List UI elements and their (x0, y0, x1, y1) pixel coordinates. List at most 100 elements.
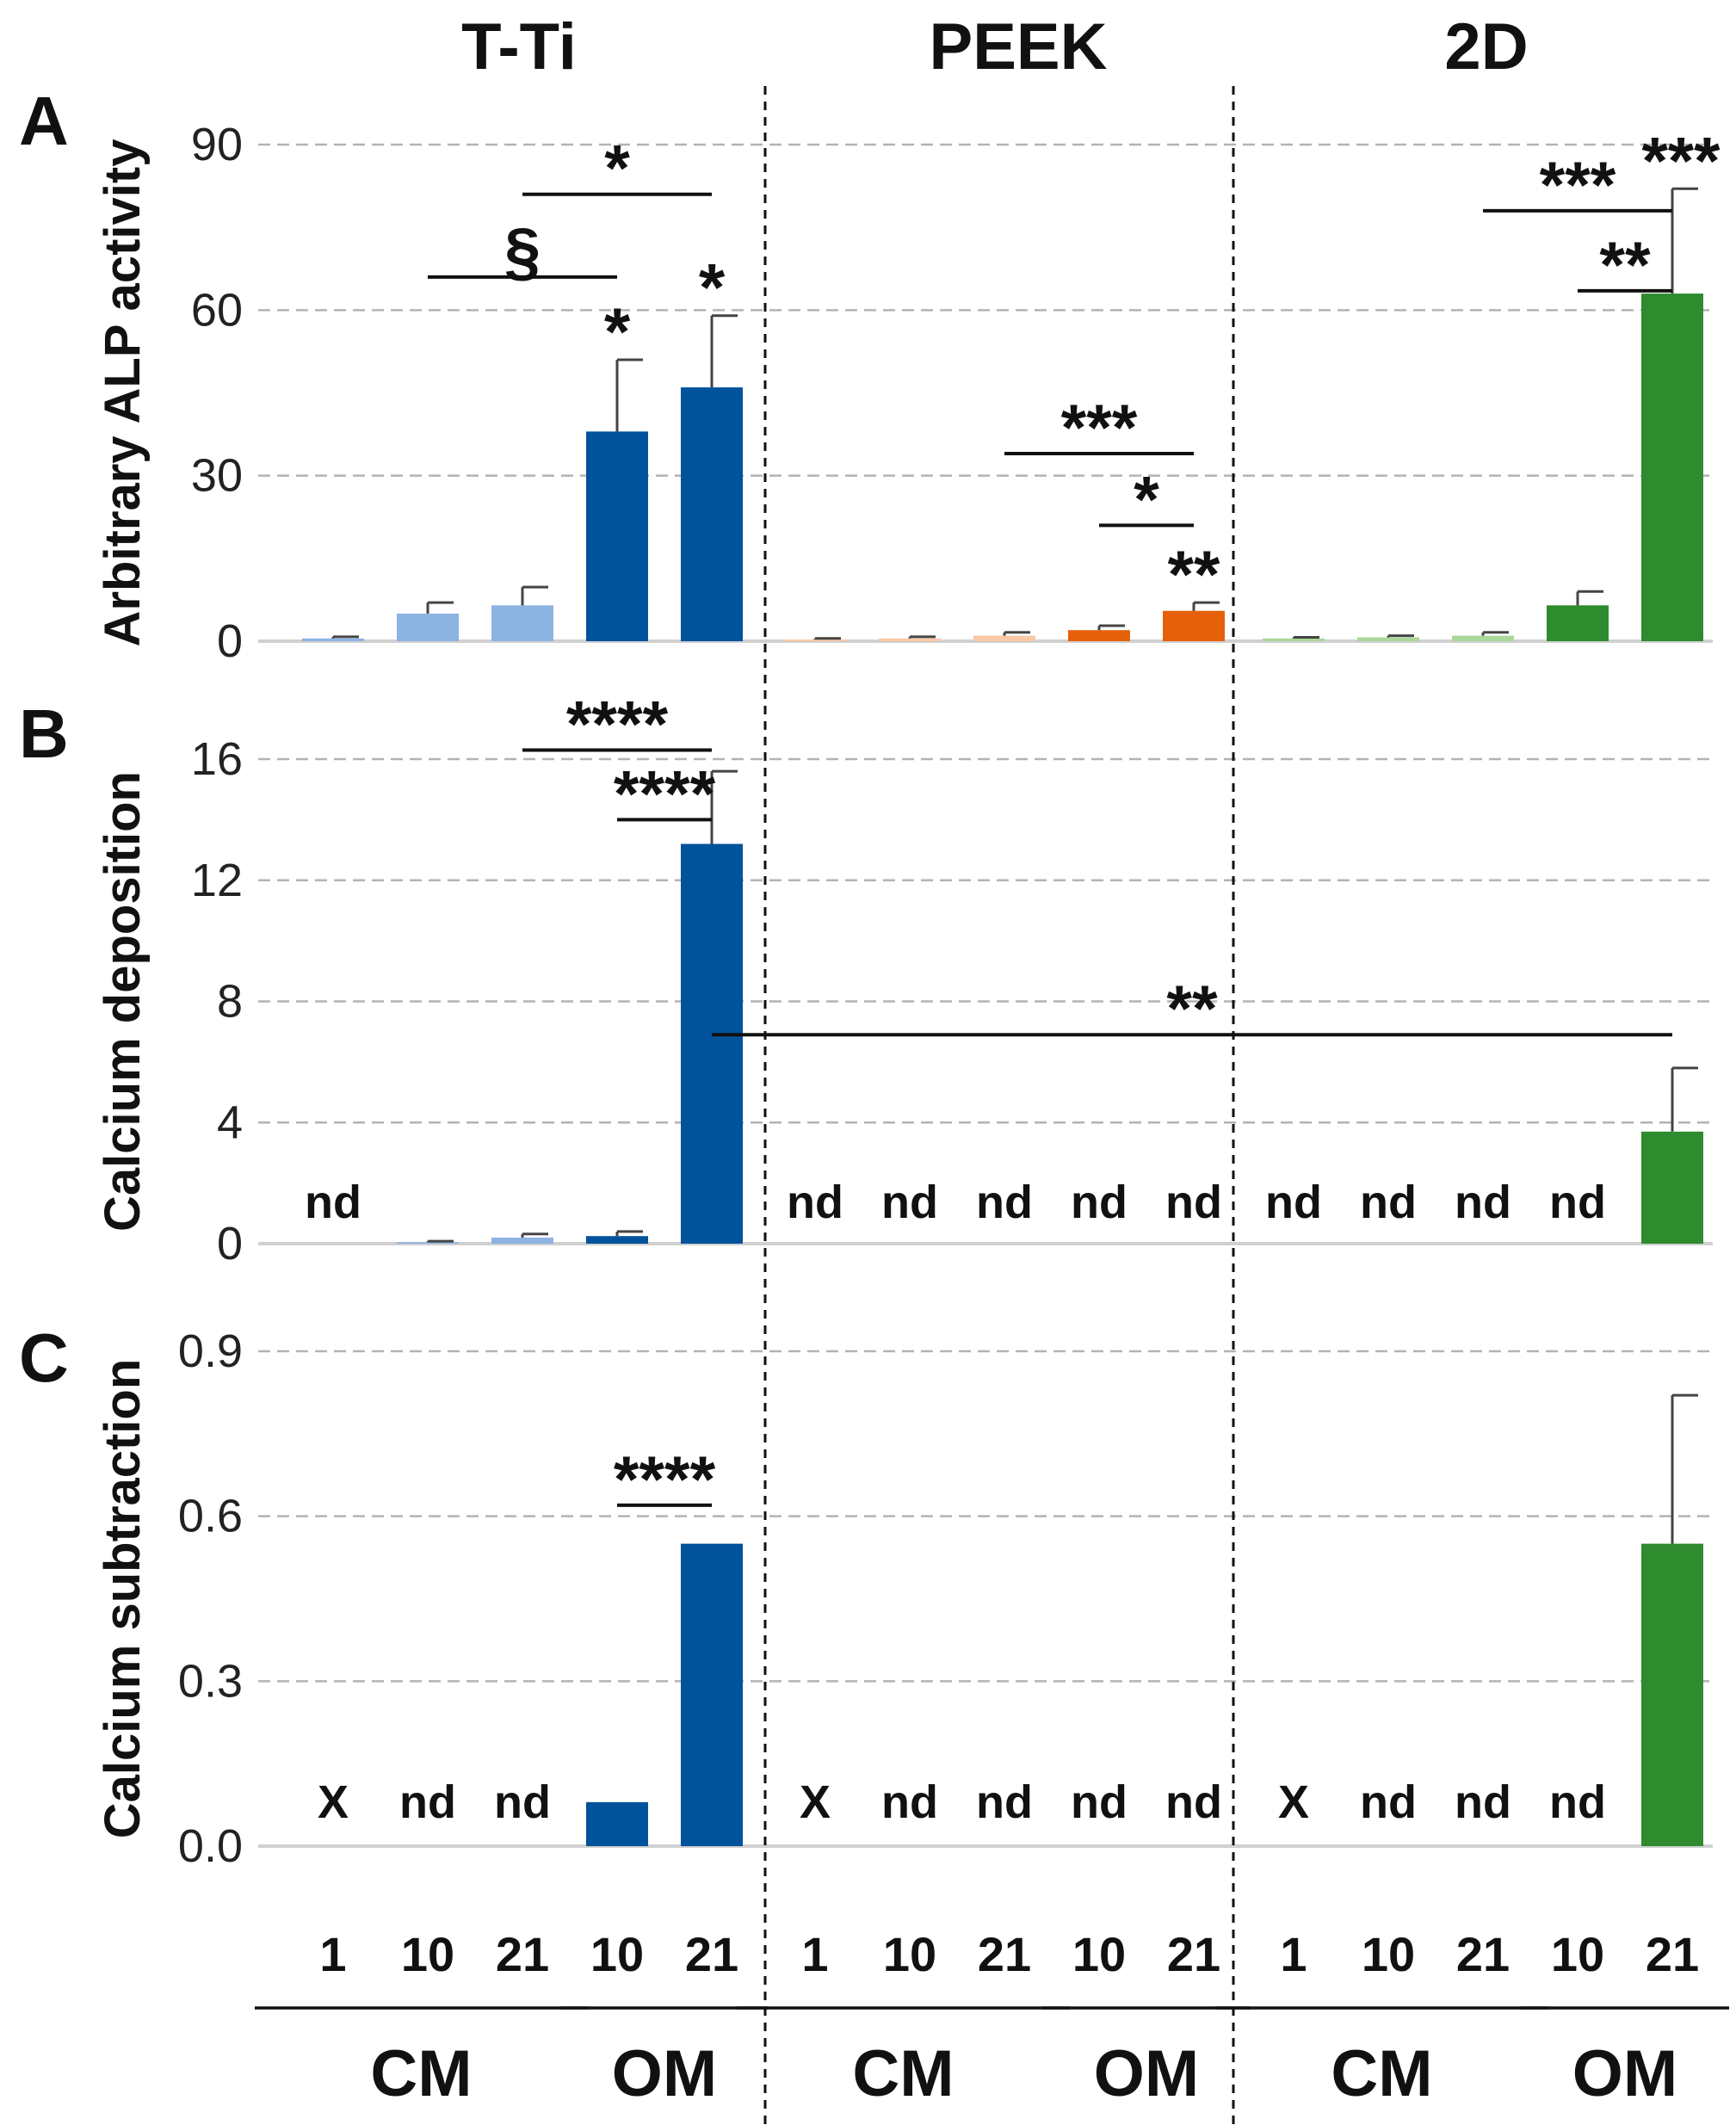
significance-star: * (604, 293, 631, 369)
x-tick-label: 10 (883, 1927, 936, 1981)
y-tick-label: 0.6 (178, 1491, 243, 1542)
panel-letter: A (19, 83, 69, 159)
bar (586, 1801, 648, 1846)
bracket-label: § (504, 215, 541, 288)
medium-label: CM (370, 2037, 472, 2110)
axes: 0 30 60 90 A Arbitrary ALP activity 0 4 8 12 16 B Ca… (19, 83, 243, 1872)
x-tick-label: 21 (496, 1927, 549, 1981)
medium-label: OM (1094, 2037, 1199, 2110)
nd-label: nd (976, 1776, 1033, 1828)
nd-label: nd (1071, 1776, 1127, 1828)
bar (681, 843, 743, 1244)
nd-label: nd (1549, 1776, 1606, 1828)
y-axis-label: Arbitrary ALP activity (95, 139, 151, 647)
bar (1641, 293, 1703, 641)
y-tick-label: 0.0 (178, 1820, 243, 1872)
nd-label: nd (881, 1177, 938, 1228)
nd-label: nd (494, 1776, 551, 1828)
bar (491, 605, 553, 641)
y-tick-label: 60 (191, 284, 243, 336)
group-headers: T-Ti PEEK 2D (461, 10, 1528, 83)
nd-label: nd (1455, 1776, 1511, 1828)
significance-star: * (699, 250, 726, 325)
group-header: T-Ti (461, 10, 577, 83)
bracket-label: **** (566, 688, 669, 761)
bar (1357, 637, 1419, 641)
x-axis: 1 10 21 10 21 CM OM 1 10 21 10 21 CM OM 1 10 21 10 21 CM OM (255, 1927, 1729, 2110)
y-tick-label: 16 (191, 733, 243, 785)
y-tick-label: 12 (191, 855, 243, 906)
x-tick-label: 21 (1646, 1927, 1699, 1981)
nd-label: nd (1455, 1177, 1511, 1228)
y-axis-label: Calcium subtraction (95, 1359, 151, 1839)
bar (1068, 630, 1130, 641)
significance-star: *** (1641, 122, 1721, 198)
bar (302, 638, 364, 641)
x-tick-label: 10 (590, 1927, 644, 1981)
x-tick-label: 21 (685, 1927, 738, 1981)
nd-label: nd (1165, 1177, 1222, 1228)
nd-label: nd (787, 1177, 843, 1228)
nd-label: nd (881, 1776, 938, 1828)
nd-label: X (318, 1776, 349, 1828)
x-tick-label: 10 (401, 1927, 454, 1981)
error-bars (331, 187, 1698, 1544)
medium-label: OM (1572, 2037, 1677, 2110)
bracket-label: *** (1540, 149, 1616, 222)
bracket-label: **** (614, 1443, 716, 1517)
bar (1641, 1131, 1703, 1244)
nd-label: nd (1071, 1177, 1127, 1228)
bar (1547, 605, 1609, 641)
nd-label: nd (1265, 1177, 1322, 1228)
x-tick-label: 21 (1167, 1927, 1220, 1981)
nd-label: nd (976, 1177, 1033, 1228)
bar (397, 1242, 459, 1244)
bar (1263, 638, 1325, 641)
y-tick-label: 8 (217, 976, 243, 1028)
nd-label: nd (1549, 1177, 1606, 1228)
panel-letter: C (19, 1319, 69, 1396)
bar (1452, 635, 1514, 641)
nd-label: nd (1360, 1177, 1417, 1228)
bar (681, 387, 743, 641)
bar (586, 431, 648, 641)
nd-label: nd (1360, 1776, 1417, 1828)
bracket-label: * (604, 133, 630, 206)
bracket-label: *** (1061, 392, 1138, 465)
medium-label: CM (852, 2037, 954, 2110)
medium-label: CM (1331, 2037, 1432, 2110)
y-tick-label: 0.9 (178, 1325, 243, 1377)
y-tick-label: 90 (191, 119, 243, 170)
bracket-label: ** (1166, 973, 1218, 1046)
x-tick-label: 21 (978, 1927, 1031, 1981)
bracket-label: * (1134, 463, 1159, 536)
bars (302, 293, 1703, 1846)
baselines (258, 639, 1713, 1848)
x-tick-label: 1 (319, 1927, 346, 1981)
y-tick-label: 0 (217, 615, 243, 667)
bar (973, 635, 1035, 641)
bracket-label: **** (614, 757, 716, 831)
bar (491, 1237, 553, 1244)
bar (1163, 610, 1225, 641)
y-tick-label: 30 (191, 450, 243, 502)
y-tick-label: 0 (217, 1218, 243, 1269)
y-tick-label: 0.3 (178, 1655, 243, 1707)
x-tick-label: 10 (1362, 1927, 1415, 1981)
nd-label: nd (1165, 1776, 1222, 1828)
significance-star: ** (1168, 536, 1220, 612)
x-tick-label: 1 (1280, 1927, 1307, 1981)
nd-label: X (1278, 1776, 1309, 1828)
group-header: PEEK (930, 10, 1108, 83)
nd-label: X (800, 1776, 831, 1828)
significance-brackets: §************************ (428, 133, 1672, 1517)
medium-label: OM (612, 2037, 717, 2110)
bar (586, 1236, 648, 1244)
group-header: 2D (1444, 10, 1528, 83)
nd-label: nd (305, 1177, 361, 1228)
bar (397, 613, 459, 641)
bar (681, 1543, 743, 1846)
x-tick-label: 1 (801, 1927, 828, 1981)
